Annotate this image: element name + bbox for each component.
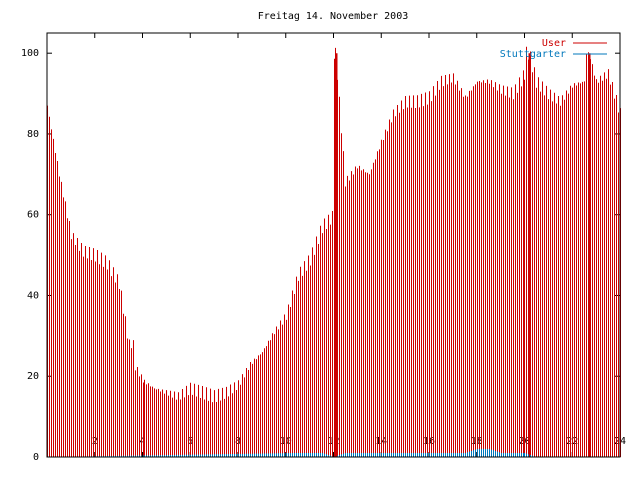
series-layer (47, 46, 621, 457)
x-tick-label: 10 (280, 436, 292, 447)
legend-label: Stuttgarter (500, 49, 566, 60)
y-tick-label: 100 (21, 48, 39, 59)
legend-label: User (542, 38, 566, 49)
chart-title: Freitag 14. November 2003 (258, 11, 409, 22)
plot-frame (46, 32, 621, 458)
y-tick-label: 60 (27, 210, 39, 221)
x-tick-label: 18 (471, 436, 483, 447)
x-tick-label: 2 (92, 436, 98, 447)
series-stuttgarter (61, 448, 535, 457)
y-tick-label: 80 (27, 129, 39, 140)
y-tick-label: 20 (27, 371, 39, 382)
x-tick-label: 12 (327, 436, 339, 447)
y-tick-label: 40 (27, 290, 39, 301)
x-tick-label: 4 (139, 436, 145, 447)
series-user (47, 46, 621, 457)
y-tick-label: 0 (33, 452, 39, 463)
